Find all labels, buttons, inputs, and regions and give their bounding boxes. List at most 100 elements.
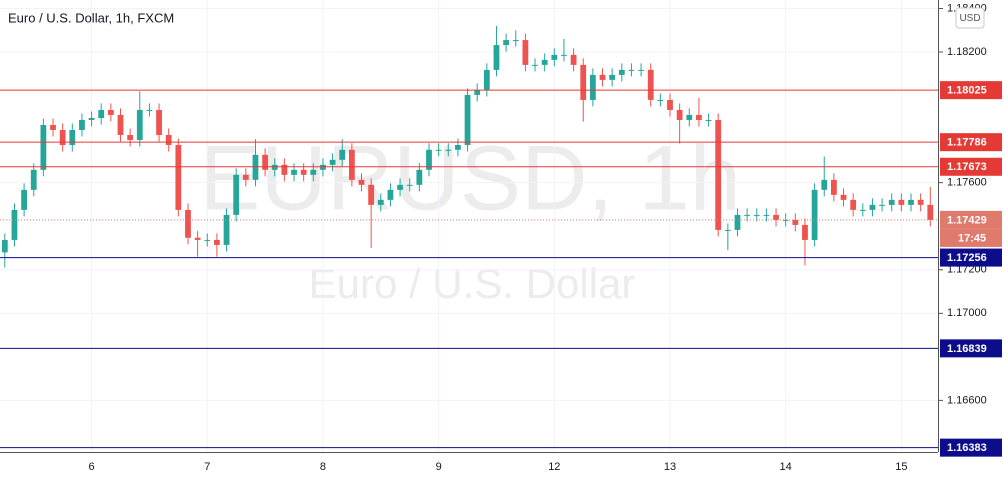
candle-body xyxy=(763,214,770,216)
last-price-label: 1.17429 xyxy=(947,214,987,226)
candle-body xyxy=(252,154,259,180)
candle-body xyxy=(802,224,808,240)
candle-body xyxy=(638,69,644,71)
candle-body xyxy=(927,204,934,220)
candle-body xyxy=(724,229,731,231)
candle-body xyxy=(348,149,355,180)
candle-body xyxy=(628,69,635,71)
grid xyxy=(0,0,938,452)
candle-body xyxy=(59,129,66,146)
candle-body xyxy=(358,179,365,185)
y-tick-label: 1.17200 xyxy=(947,264,987,276)
candle-body xyxy=(204,239,211,241)
candle-body xyxy=(773,214,779,220)
levels xyxy=(0,89,938,449)
candle-body xyxy=(156,109,162,135)
candle-body xyxy=(744,214,751,216)
currency-label: USD xyxy=(959,13,980,24)
level-label-bg xyxy=(940,248,1002,267)
candle-body xyxy=(291,169,297,175)
candle-body xyxy=(792,219,799,225)
candle-body xyxy=(696,114,702,120)
candle-body xyxy=(917,199,924,205)
candle-body xyxy=(21,189,27,210)
candle-body xyxy=(580,64,587,100)
countdown-bg xyxy=(940,228,1002,247)
candle-body xyxy=(368,184,375,205)
countdown-label: 17:45 xyxy=(958,232,986,244)
candle-body xyxy=(888,199,895,205)
x-tick-label: 7 xyxy=(204,461,210,473)
candle-body xyxy=(686,114,693,120)
candle-body xyxy=(435,149,442,151)
y-tick-label: 1.17000 xyxy=(947,307,987,319)
candle-body xyxy=(908,199,914,205)
currency-box[interactable] xyxy=(955,7,985,29)
level-label: 1.16383 xyxy=(947,442,987,454)
candle-body xyxy=(455,145,461,150)
x-tick-label: 8 xyxy=(320,461,326,473)
candle-body xyxy=(512,40,519,42)
candle-body xyxy=(541,59,548,65)
level-label: 1.17673 xyxy=(947,161,987,173)
candle-body xyxy=(618,69,625,75)
candle-body xyxy=(136,109,143,140)
y-tick-label: 1.17600 xyxy=(947,177,987,189)
candle-body xyxy=(271,164,278,170)
x-tick-label: 13 xyxy=(664,461,676,473)
x-tick-label: 14 xyxy=(780,461,792,473)
level-label-bg xyxy=(940,81,1002,100)
candles xyxy=(1,25,934,268)
level-label: 1.16839 xyxy=(947,343,987,355)
candle-body xyxy=(647,69,654,100)
x-tick-label: 6 xyxy=(89,461,95,473)
watermark-subtitle: Euro / U.S. Dollar xyxy=(309,260,636,307)
candle-body xyxy=(782,219,789,221)
candle-body xyxy=(165,134,172,146)
candle-body xyxy=(850,199,857,210)
candle-body xyxy=(339,149,346,160)
candle-body xyxy=(522,40,529,65)
candle-body xyxy=(185,209,191,238)
level-label-bg xyxy=(940,157,1002,176)
candle-body xyxy=(667,99,673,110)
candle-body xyxy=(387,189,394,200)
candle-body xyxy=(214,239,220,245)
level-label-bg xyxy=(940,339,1002,358)
candle-body xyxy=(88,118,95,120)
candle-body xyxy=(175,145,182,210)
candle-body xyxy=(445,149,452,151)
candle-body xyxy=(869,204,876,210)
candle-body xyxy=(40,124,47,170)
level-label: 1.17786 xyxy=(947,137,987,149)
last-price-bg xyxy=(940,210,1002,229)
candle-body xyxy=(300,169,307,175)
candle-body xyxy=(329,159,336,165)
candle-body xyxy=(242,174,249,180)
x-tick-label: 15 xyxy=(895,461,907,473)
candle-body xyxy=(127,134,134,140)
candle-body xyxy=(377,199,384,205)
candle-body xyxy=(676,109,683,120)
candle-body xyxy=(879,204,885,206)
candle-body xyxy=(281,164,288,175)
x-tick-label: 12 xyxy=(548,461,560,473)
candle-body xyxy=(262,154,268,170)
candle-body xyxy=(570,54,577,65)
candle-body xyxy=(107,109,114,115)
level-label-bg xyxy=(940,133,1002,152)
candle-body xyxy=(898,199,905,205)
candle-body xyxy=(406,184,413,186)
candle-body xyxy=(493,45,500,70)
candle-body xyxy=(599,74,606,80)
candle-body xyxy=(734,214,741,230)
level-label-bg xyxy=(940,438,1002,457)
chart-title: Euro / U.S. Dollar, 1h, FXCM xyxy=(8,10,174,25)
y-tick-label: 1.16600 xyxy=(947,394,987,406)
candle-body xyxy=(859,209,866,211)
candle-body xyxy=(840,194,847,200)
candle-body xyxy=(705,119,712,121)
candle-body xyxy=(474,89,481,95)
